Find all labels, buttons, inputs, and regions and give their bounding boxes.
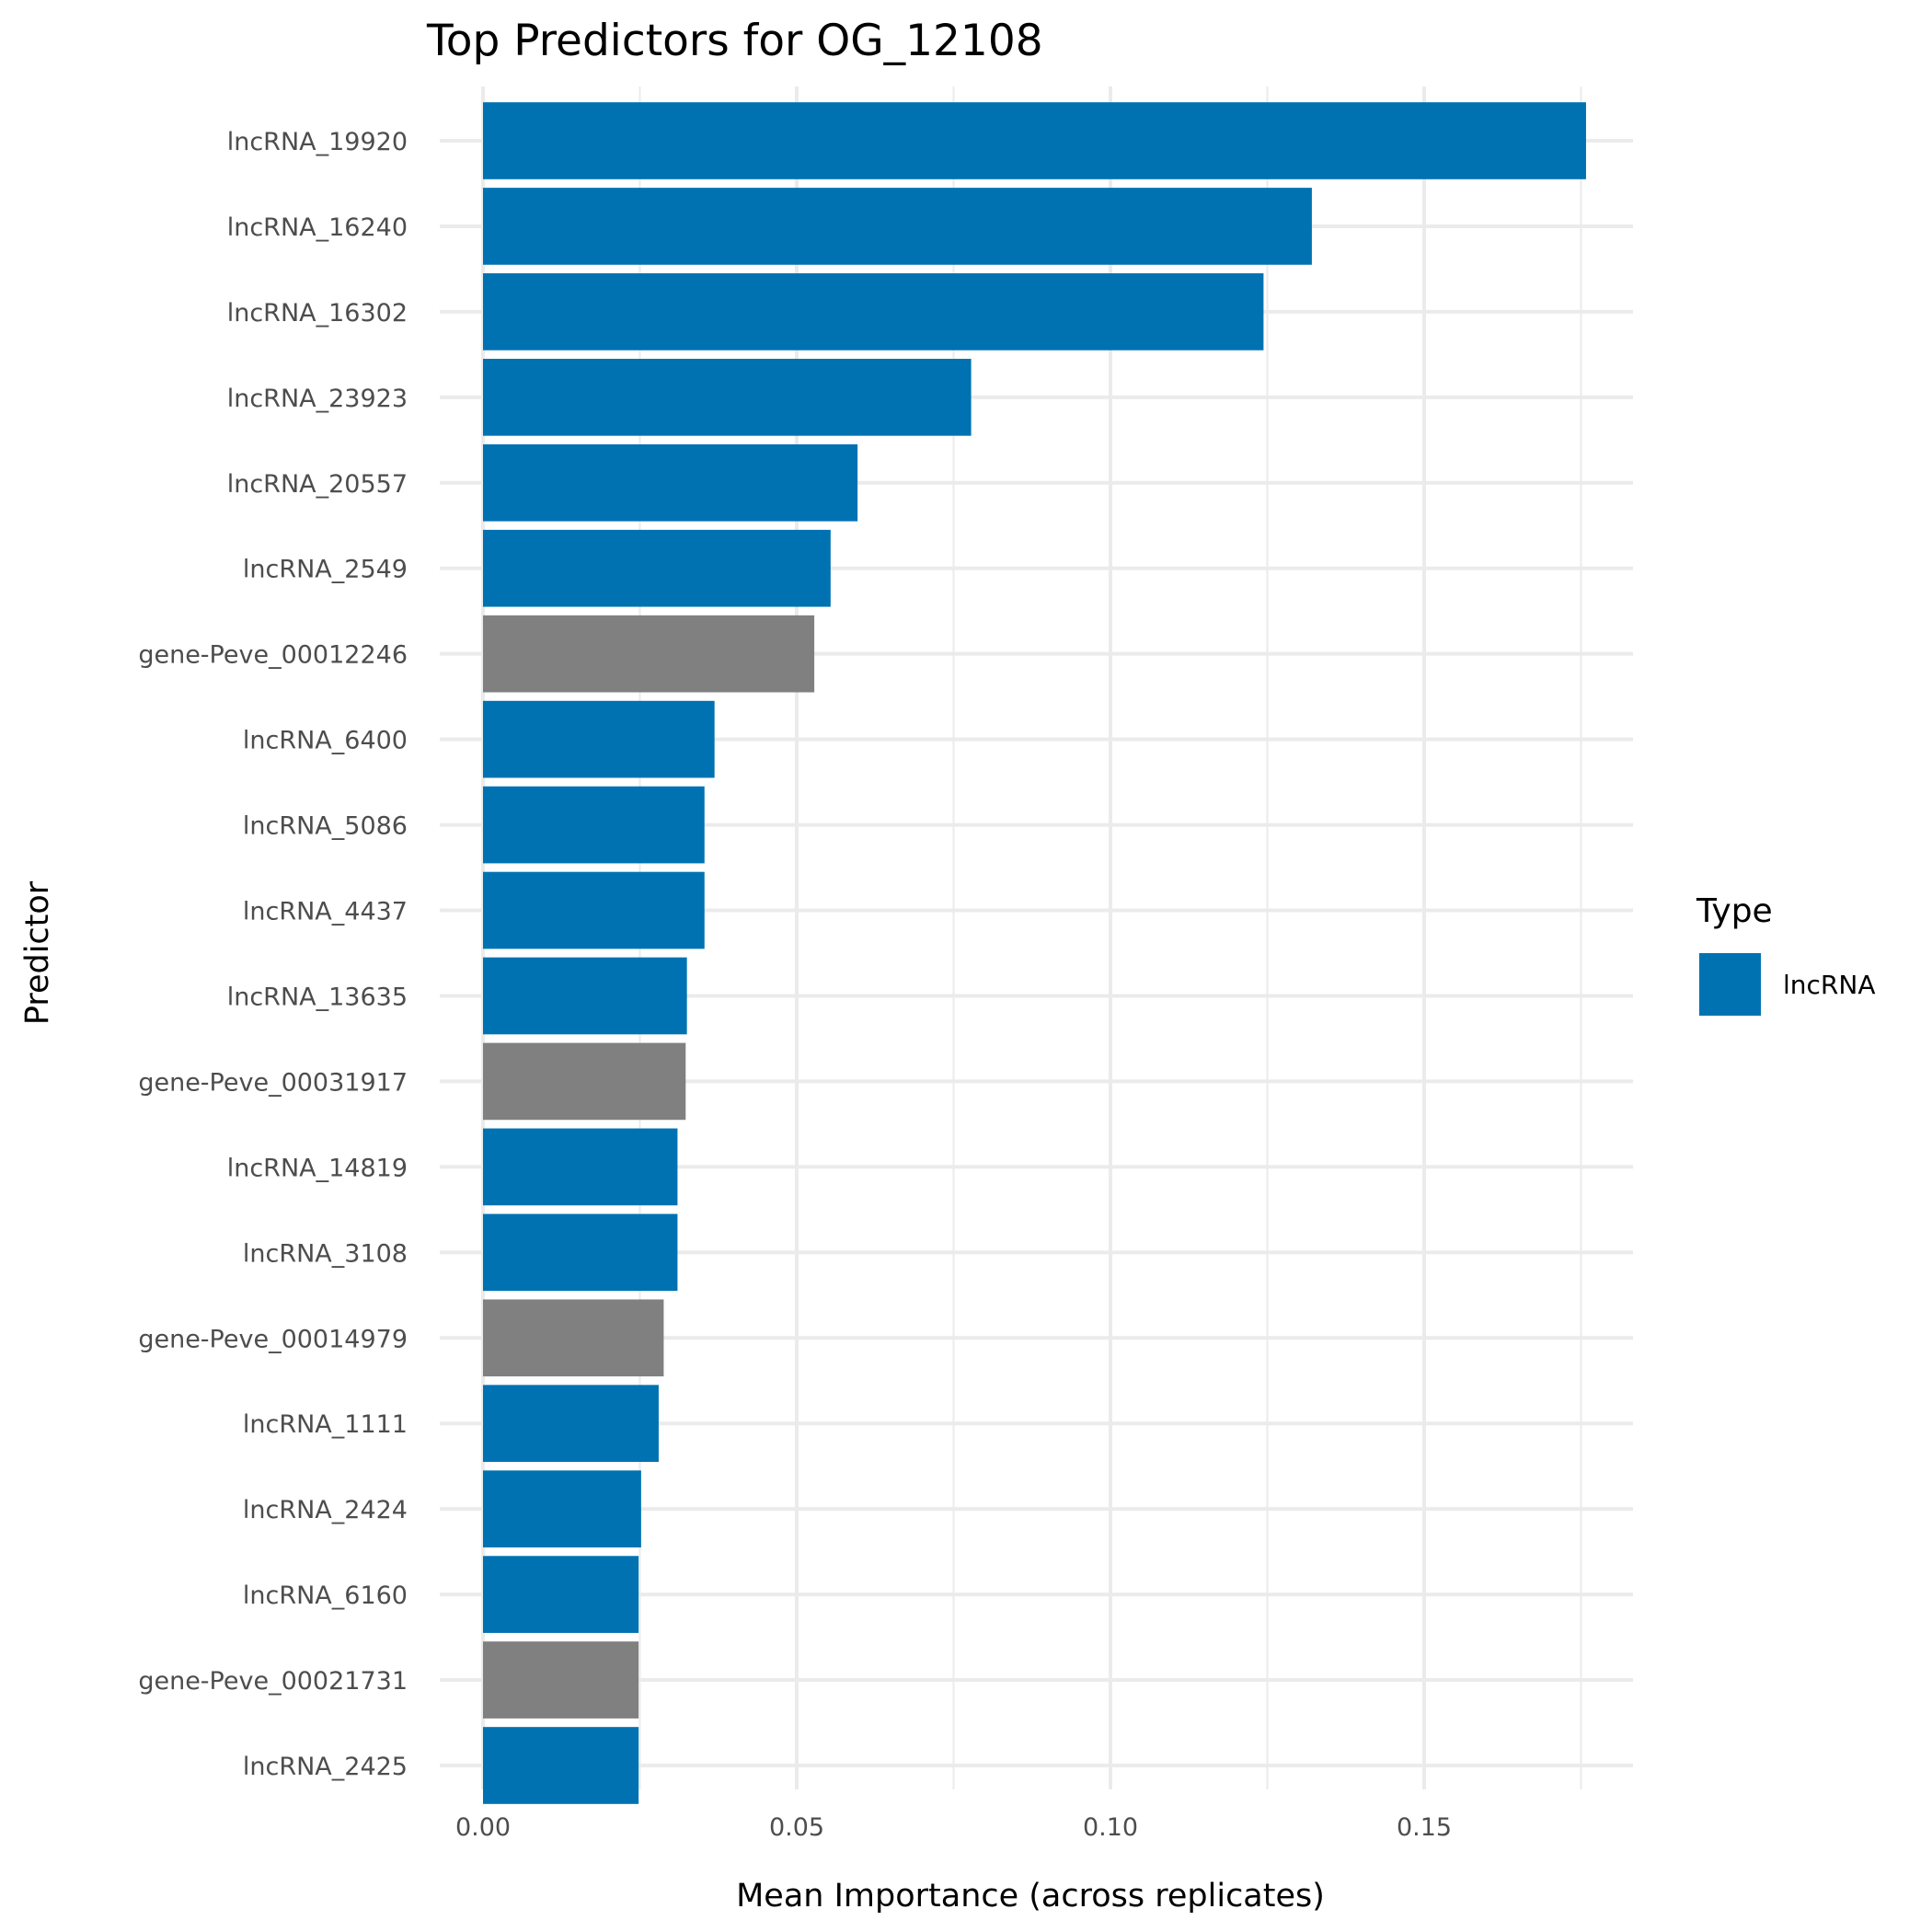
y-tick-label: lncRNA_14819	[227, 1154, 408, 1182]
y-tick-label: lncRNA_6400	[243, 727, 408, 755]
bar-lncRNA_6400	[483, 700, 715, 778]
bar-gene-Peve_00012246	[483, 615, 815, 693]
bar-lncRNA_20557	[483, 443, 858, 522]
x-tick-labels: 0.00 0.05 0.10 0.15	[455, 1813, 1452, 1842]
bar-lncRNA_3108	[483, 1213, 678, 1292]
y-tick-label: lncRNA_16302	[227, 299, 408, 328]
bar-lncRNA_2424	[483, 1470, 641, 1547]
bar-lncRNA_4437	[483, 871, 705, 949]
y-tick-label: gene-Peve_00031917	[138, 1068, 408, 1097]
y-tick-label: lncRNA_4437	[243, 898, 408, 926]
bar-gene-Peve_00021731	[483, 1641, 639, 1719]
y-tick-label: lncRNA_23923	[227, 385, 408, 413]
bar-lncRNA_2549	[483, 529, 831, 607]
y-tick-label: lncRNA_1111	[243, 1410, 408, 1439]
y-tick-label: gene-Peve_00014979	[138, 1325, 408, 1353]
legend: Type lncRNA	[1696, 892, 1875, 1016]
y-tick-label: lncRNA_16240	[227, 213, 408, 242]
chart-title: Top Predictors for OG_12108	[426, 16, 1043, 66]
y-tick-label: lncRNA_5086	[243, 812, 408, 841]
y-tick-label: gene-Peve_00021731	[138, 1667, 408, 1696]
y-tick-label: lncRNA_2549	[243, 556, 408, 584]
y-tick-label: lncRNA_19920	[227, 128, 408, 156]
bar-lncRNA_19920	[483, 102, 1586, 179]
bar-gene-Peve_00031917	[483, 1042, 686, 1121]
y-tick-label: lncRNA_2424	[243, 1496, 408, 1524]
bars	[483, 102, 1586, 1804]
bar-lncRNA_1111	[483, 1385, 659, 1463]
bar-lncRNA_23923	[483, 359, 972, 436]
y-axis-title: Predictor	[19, 880, 56, 1025]
x-tick-label: 0.05	[769, 1813, 824, 1842]
y-tick-labels: lncRNA_19920 lncRNA_16240 lncRNA_16302 lncR…	[138, 128, 408, 1781]
x-tick-label: 0.15	[1397, 1813, 1452, 1842]
bar-gene-Peve_00014979	[483, 1299, 664, 1377]
bar-lncRNA_16302	[483, 273, 1264, 351]
legend-key-lncrna	[1699, 953, 1761, 1016]
y-tick-label: gene-Peve_00012246	[138, 641, 408, 670]
x-axis-title: Mean Importance (across replicates)	[736, 1878, 1325, 1915]
y-tick-label: lncRNA_13635	[227, 983, 408, 1011]
y-tick-label: lncRNA_6160	[243, 1581, 408, 1610]
bar-lncRNA_5086	[483, 786, 705, 864]
legend-title: Type	[1696, 892, 1773, 930]
bar-lncRNA_13635	[483, 957, 687, 1035]
bar-lncRNA_16240	[483, 188, 1312, 265]
x-tick-label: 0.10	[1083, 1813, 1138, 1842]
legend-label-lncrna: lncRNA	[1783, 970, 1875, 1000]
y-tick-label: lncRNA_20557	[227, 470, 408, 499]
bar-lncRNA_6160	[483, 1556, 639, 1633]
x-tick-label: 0.00	[455, 1813, 511, 1842]
y-tick-label: lncRNA_3108	[243, 1239, 408, 1268]
bar-lncRNA_2425	[483, 1727, 639, 1804]
y-tick-label: lncRNA_2425	[243, 1753, 408, 1781]
bar-lncRNA_14819	[483, 1128, 678, 1206]
